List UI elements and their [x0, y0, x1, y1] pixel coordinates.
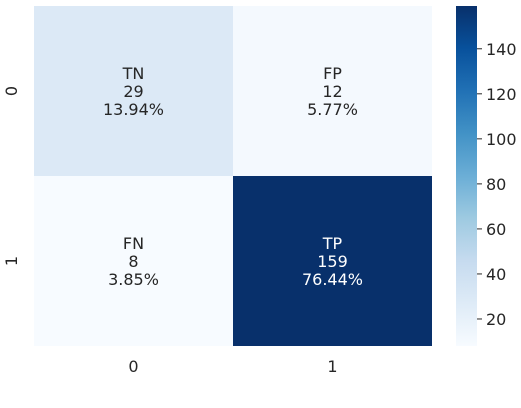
- y-axis-ticks: 01: [2, 86, 21, 266]
- cell-rect: [34, 6, 233, 176]
- cell-percent: 5.77%: [307, 100, 358, 119]
- x-tick-label: 0: [128, 357, 138, 376]
- cell-count: 159: [317, 252, 348, 271]
- colorbar-tick-label: 140: [486, 40, 517, 59]
- y-tick-label: 1: [2, 256, 21, 266]
- cell-count: 29: [123, 82, 143, 101]
- colorbar-tick-label: 60: [486, 220, 506, 239]
- colorbar: 20 40 60 80 100 120 140: [456, 6, 517, 346]
- cell-percent: 76.44%: [302, 270, 363, 289]
- colorbar-tick-label: 40: [486, 265, 506, 284]
- cell-class-label: FN: [123, 234, 144, 253]
- cell-rect: [233, 176, 432, 346]
- x-tick-label: 1: [327, 357, 337, 376]
- colorbar-tick-label: 100: [486, 130, 517, 149]
- cell-rect: [233, 6, 432, 176]
- colorbar-tick-label: 80: [486, 175, 506, 194]
- cell-class-label: TP: [322, 234, 343, 253]
- cell-class-label: TN: [122, 64, 145, 83]
- cell-class-label: FP: [323, 64, 342, 83]
- colorbar-tick-label: 20: [486, 310, 506, 329]
- cell-count: 12: [322, 82, 342, 101]
- colorbar-tick-label: 120: [486, 85, 517, 104]
- cell-percent: 3.85%: [108, 270, 159, 289]
- colorbar-gradient: [456, 6, 477, 346]
- cell-count: 8: [128, 252, 138, 271]
- cell-rect: [34, 176, 233, 346]
- cell-percent: 13.94%: [103, 100, 164, 119]
- y-tick-label: 0: [2, 86, 21, 96]
